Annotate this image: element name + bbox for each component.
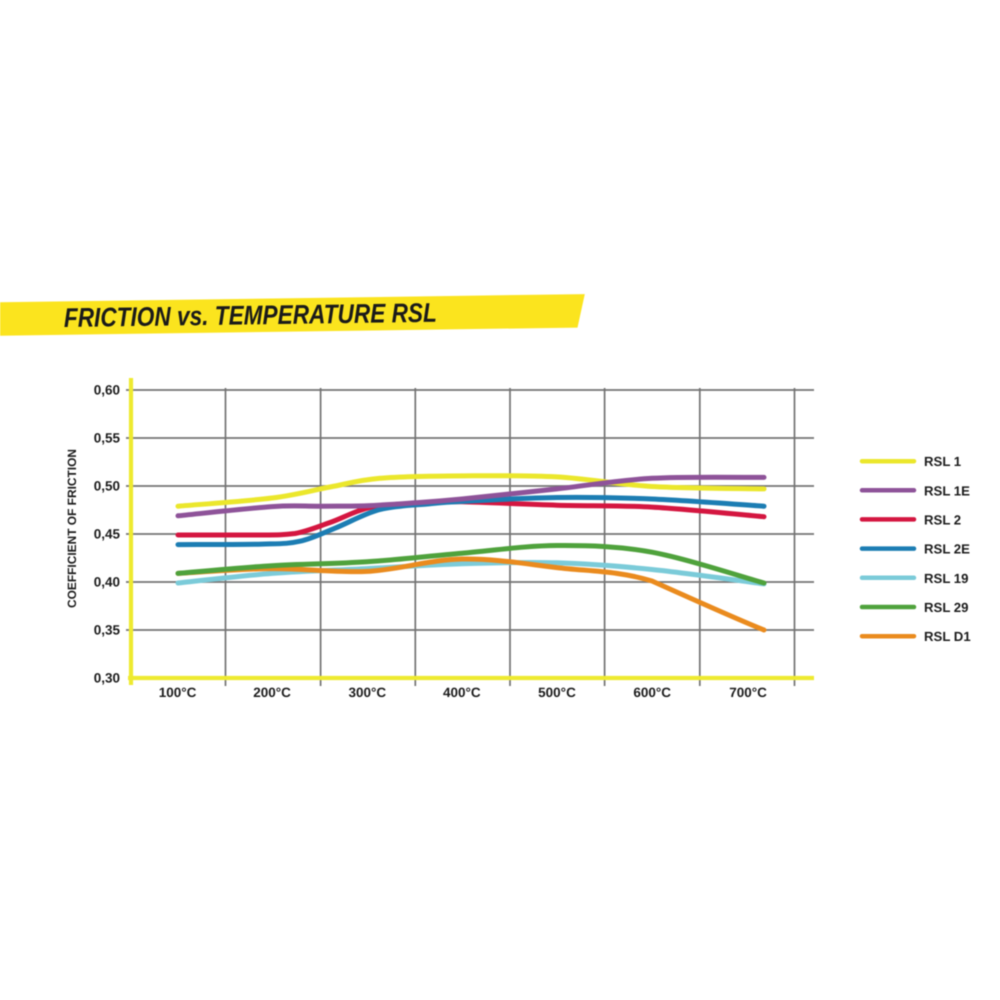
- svg-text:RSL 19: RSL 19: [924, 571, 968, 586]
- svg-text:600°C: 600°C: [633, 685, 671, 700]
- svg-text:RSL 2: RSL 2: [924, 512, 961, 527]
- svg-text:0,45: 0,45: [94, 527, 121, 542]
- svg-text:500°C: 500°C: [538, 685, 576, 700]
- svg-text:0,50: 0,50: [94, 479, 120, 494]
- svg-text:0,55: 0,55: [94, 431, 121, 446]
- svg-text:200°C: 200°C: [253, 685, 291, 700]
- svg-text:RSL 1E: RSL 1E: [924, 483, 970, 498]
- svg-text:100°C: 100°C: [159, 685, 197, 700]
- svg-text:FRICTION vs. TEMPERATURE RSL: FRICTION vs. TEMPERATURE RSL: [64, 298, 437, 333]
- svg-text:300°C: 300°C: [348, 685, 386, 700]
- svg-text:RSL 1: RSL 1: [924, 454, 961, 469]
- svg-text:0,35: 0,35: [94, 623, 121, 638]
- svg-text:700°C: 700°C: [729, 685, 767, 700]
- svg-text:0,60: 0,60: [94, 383, 120, 398]
- svg-text:RSL D1: RSL D1: [924, 629, 971, 644]
- svg-text:COEFFICIENT OF FRICTION: COEFFICIENT OF FRICTION: [65, 449, 79, 608]
- svg-text:0,40: 0,40: [94, 575, 120, 590]
- svg-text:RSL 2E: RSL 2E: [924, 542, 970, 557]
- svg-text:0,30: 0,30: [94, 671, 120, 686]
- svg-text:RSL 29: RSL 29: [924, 600, 968, 615]
- svg-text:400°C: 400°C: [443, 685, 481, 700]
